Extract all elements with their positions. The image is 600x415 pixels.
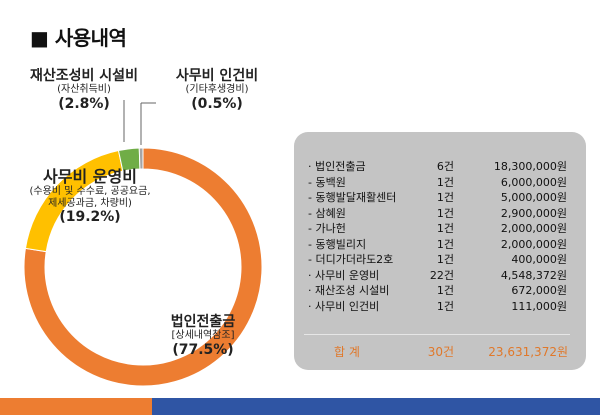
detail-row-amount: 672,000원 bbox=[511, 284, 567, 297]
label-asset-sub: (자산취득비) bbox=[57, 84, 111, 96]
detail-row-count: 1건 bbox=[436, 299, 454, 313]
detail-row-count: 1건 bbox=[436, 284, 454, 297]
slice-corporate-donation bbox=[23, 147, 263, 387]
detail-row-amount: 2,000,000원 bbox=[500, 237, 567, 251]
detail-row-count: 1건 bbox=[436, 237, 454, 251]
detail-rows: · 법인전출금 6건 18,300,000원 - 동백원 1건 6,000,000원 - 동… bbox=[296, 158, 580, 313]
label-labor-cost: 사무비 인건비 (기타후생경비) (0.5%) bbox=[158, 68, 276, 112]
label-corporate-donation: 법인전출금 [상세내역참조] (77.5%) bbox=[148, 314, 258, 358]
total-count: 30건 bbox=[427, 345, 454, 359]
detail-row: - 동행발달재활센터 1건 5,000,000원 bbox=[296, 189, 580, 205]
label-operation-name: 사무비 운영비 bbox=[43, 167, 137, 186]
label-labor-pct: (0.5%) bbox=[191, 95, 243, 112]
detail-row-name: - 동행발달재활센터 bbox=[308, 191, 397, 204]
detail-panel bbox=[294, 132, 586, 370]
detail-row: · 법인전출금 6건 18,300,000원 bbox=[296, 158, 580, 174]
detail-row-amount: 6,000,000원 bbox=[500, 175, 567, 189]
detail-row-amount: 2,900,000원 bbox=[500, 206, 567, 220]
detail-row: - 삼혜원 1건 2,900,000원 bbox=[296, 205, 580, 221]
detail-row-name: - 삼혜원 bbox=[308, 206, 346, 220]
detail-row-name: · 재산조성 시설비 bbox=[308, 284, 390, 297]
label-donation-name: 법인전출금 bbox=[170, 314, 236, 330]
detail-row-name: · 사무비 인건비 bbox=[308, 299, 380, 313]
detail-row-count: 22건 bbox=[429, 268, 454, 282]
detail-row-amount: 5,000,000원 bbox=[500, 191, 567, 204]
detail-row-name: · 사무비 운영비 bbox=[308, 268, 380, 282]
detail-row-name: - 가나헌 bbox=[308, 222, 346, 235]
detail-row: - 가나헌 1건 2,000,000원 bbox=[296, 220, 580, 236]
label-asset-facility: 재산조성비 시설비 (자산취득비) (2.8%) bbox=[8, 68, 160, 112]
detail-row-name: - 동행빌리지 bbox=[308, 237, 367, 251]
total-row: 합 계 30건 23,631,372원 bbox=[296, 343, 580, 361]
detail-row: - 더디가더라도2호 1건 400,000원 bbox=[296, 251, 580, 267]
footer-bar-blue bbox=[152, 398, 600, 415]
detail-row-amount: 4,548,372원 bbox=[500, 268, 567, 282]
label-operation-sub: (수용비 및 수수료, 공공요금, 제세공과금, 차량비) bbox=[29, 186, 151, 209]
detail-row-count: 1건 bbox=[436, 175, 454, 189]
label-labor-sub: (기타후생경비) bbox=[185, 84, 249, 96]
slice-labor-cost bbox=[138, 147, 144, 170]
total-label: 합 계 bbox=[334, 345, 360, 359]
detail-row: - 동행빌리지 1건 2,000,000원 bbox=[296, 236, 580, 252]
detail-row-count: 1건 bbox=[436, 206, 454, 220]
section-title: ■ 사용내역 bbox=[30, 26, 127, 50]
detail-row-count: 1건 bbox=[436, 191, 454, 204]
label-asset-name: 재산조성비 시설비 bbox=[30, 68, 138, 84]
label-donation-pct: (77.5%) bbox=[172, 341, 234, 358]
label-operation-pct: (19.2%) bbox=[59, 209, 121, 226]
detail-row-amount: 400,000원 bbox=[511, 253, 567, 266]
total-amount: 23,631,372원 bbox=[488, 345, 568, 359]
detail-row-count: 6건 bbox=[436, 160, 454, 173]
detail-row: · 사무비 인건비 1건 111,000원 bbox=[296, 298, 580, 314]
detail-row-amount: 2,000,000원 bbox=[500, 222, 567, 235]
label-operation-cost: 사무비 운영비 (수용비 및 수수료, 공공요금, 제세공과금, 차량비) (19… bbox=[4, 167, 176, 226]
detail-row: · 사무비 운영비 22건 4,548,372원 bbox=[296, 267, 580, 283]
detail-row: - 동백원 1건 6,000,000원 bbox=[296, 174, 580, 190]
detail-row-name: - 더디가더라도2호 bbox=[308, 253, 394, 266]
label-labor-name: 사무비 인건비 bbox=[175, 68, 259, 84]
label-asset-pct: (2.8%) bbox=[58, 95, 110, 112]
detail-row-count: 1건 bbox=[436, 253, 454, 266]
detail-row: · 재산조성 시설비 1건 672,000원 bbox=[296, 282, 580, 298]
total-divider bbox=[304, 334, 570, 335]
label-donation-sub: [상세내역참조] bbox=[171, 330, 235, 342]
detail-row-amount: 18,300,000원 bbox=[493, 160, 567, 173]
footer-bar-orange bbox=[0, 398, 152, 415]
detail-row-name: - 동백원 bbox=[308, 175, 346, 189]
detail-row-name: · 법인전출금 bbox=[308, 160, 366, 173]
detail-row-count: 1건 bbox=[436, 222, 454, 235]
detail-row-amount: 111,000원 bbox=[511, 299, 567, 313]
